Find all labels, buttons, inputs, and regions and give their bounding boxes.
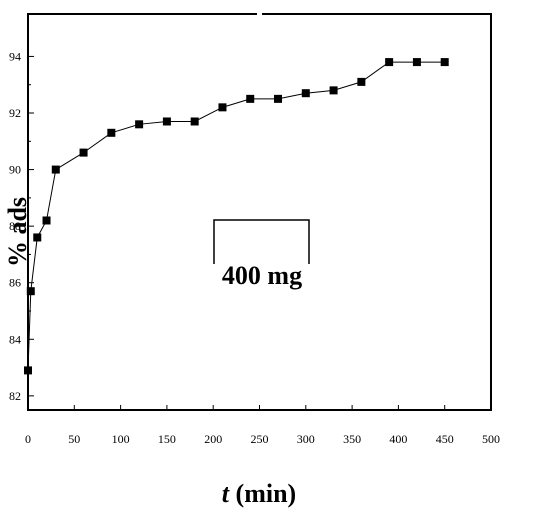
y-tick-label: 86 <box>9 276 21 290</box>
data-point <box>329 86 338 95</box>
x-tick-label: 200 <box>204 432 222 446</box>
data-point <box>51 165 60 174</box>
y-tick-label: 90 <box>9 163 21 177</box>
x-tick-label: 250 <box>251 432 269 446</box>
data-point <box>79 148 88 157</box>
x-axis-ticks: 0 50 100 150 200 250 300 350 400 450 500 <box>25 405 500 446</box>
annotation-bracket <box>213 219 310 264</box>
data-point <box>274 94 283 103</box>
data-point <box>246 94 255 103</box>
y-axis-ticks: 82 84 86 88 90 92 94 <box>9 49 34 403</box>
y-tick-label: 88 <box>9 219 21 233</box>
x-axis-label: t (min) <box>222 479 296 508</box>
x-axis-unit: (min) <box>236 479 297 508</box>
data-point <box>24 366 32 375</box>
data-point <box>42 216 51 225</box>
y-tick-label: 82 <box>9 389 21 403</box>
x-tick-label: 500 <box>482 432 500 446</box>
series-layer <box>24 58 449 375</box>
data-point <box>301 89 310 98</box>
data-point <box>357 77 366 86</box>
data-point <box>107 128 116 137</box>
x-tick-label: 0 <box>25 432 31 446</box>
y-axis-label: % ads <box>3 197 32 267</box>
data-point <box>135 120 144 129</box>
series-line <box>27 61 445 371</box>
frame-gap <box>257 10 262 18</box>
annotation-label: 400 mg <box>222 261 302 290</box>
data-point <box>385 58 394 67</box>
x-tick-label: 50 <box>68 432 80 446</box>
y-tick-label: 94 <box>9 49 21 63</box>
y-tick-label: 84 <box>9 332 21 346</box>
x-tick-label: 100 <box>112 432 130 446</box>
data-point <box>412 58 421 67</box>
x-tick-label: 300 <box>297 432 315 446</box>
x-tick-label: 450 <box>436 432 454 446</box>
data-point <box>190 117 199 126</box>
data-point <box>26 287 35 296</box>
x-tick-label: 150 <box>158 432 176 446</box>
data-point <box>218 103 227 112</box>
x-tick-label: 350 <box>343 432 361 446</box>
x-axis-variable: t <box>222 479 230 508</box>
data-point <box>162 117 171 126</box>
plot-frame <box>27 13 492 411</box>
y-tick-label: 92 <box>9 106 21 120</box>
x-tick-label: 400 <box>389 432 407 446</box>
data-point <box>33 233 42 242</box>
data-point <box>440 58 449 67</box>
